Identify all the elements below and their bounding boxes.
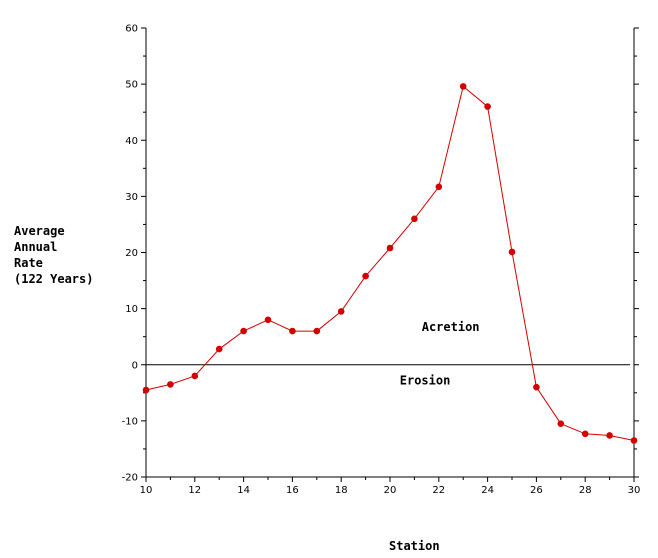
x-tick-label: 24 xyxy=(481,485,494,496)
data-point xyxy=(533,383,540,391)
data-point xyxy=(508,248,516,256)
x-tick-label: 30 xyxy=(628,485,641,496)
data-point xyxy=(240,327,247,335)
data-point xyxy=(411,215,418,223)
data-point xyxy=(459,83,467,90)
x-tick-label: 10 xyxy=(140,485,153,496)
plot-frame xyxy=(145,28,635,478)
data-point xyxy=(386,244,394,252)
data-point xyxy=(581,430,589,438)
annotation-label: Erosion xyxy=(400,373,451,387)
data-point xyxy=(215,345,223,353)
x-axis-ticks: 10 12 14 16 18 20 22 24 26 28 30 xyxy=(140,477,641,496)
x-axis-title: Station xyxy=(389,539,440,553)
x-tick-label: 26 xyxy=(530,485,543,496)
data-point xyxy=(435,183,443,191)
data-point xyxy=(142,386,150,394)
data-point xyxy=(362,272,369,280)
data-point xyxy=(313,327,321,335)
y-axis-title-line-1: Average xyxy=(14,224,65,238)
x-tick-label: 28 xyxy=(579,485,592,496)
data-point xyxy=(264,316,272,324)
y-axis-ticks: -20 -10 0 10 20 30 40 50 60 xyxy=(122,24,639,484)
y-tick-label: 40 xyxy=(125,136,138,147)
y-tick-label: 50 xyxy=(125,80,138,91)
series-line xyxy=(145,85,635,442)
y-axis-title-line-4: (122 Years) xyxy=(14,272,93,286)
annotation-label: Acretion xyxy=(422,320,480,334)
x-tick-label: 18 xyxy=(335,485,348,496)
data-point xyxy=(606,432,613,439)
series-layer xyxy=(142,83,638,444)
y-tick-label: -10 xyxy=(122,416,138,427)
x-tick-label: 16 xyxy=(286,485,299,496)
y-tick-label: 60 xyxy=(125,24,138,35)
x-tick-label: 12 xyxy=(188,485,201,496)
data-point xyxy=(167,381,174,388)
data-point xyxy=(191,372,199,380)
x-tick-label: 22 xyxy=(432,485,445,496)
annotations: Acretion Erosion xyxy=(400,320,480,387)
y-tick-label: 20 xyxy=(125,248,138,259)
y-tick-label: 30 xyxy=(125,192,138,203)
x-tick-label: 14 xyxy=(237,485,250,496)
y-tick-label: 0 xyxy=(132,360,138,371)
data-point xyxy=(289,327,296,335)
y-axis-title-line-2: Annual xyxy=(14,240,57,254)
data-point xyxy=(337,308,345,315)
y-tick-label: -20 xyxy=(122,473,138,484)
data-point xyxy=(557,420,565,427)
y-axis-title-line-3: Rate xyxy=(14,256,43,270)
y-tick-label: 10 xyxy=(125,304,138,315)
data-point xyxy=(484,103,491,110)
data-point xyxy=(630,437,638,444)
x-tick-label: 20 xyxy=(384,485,397,496)
